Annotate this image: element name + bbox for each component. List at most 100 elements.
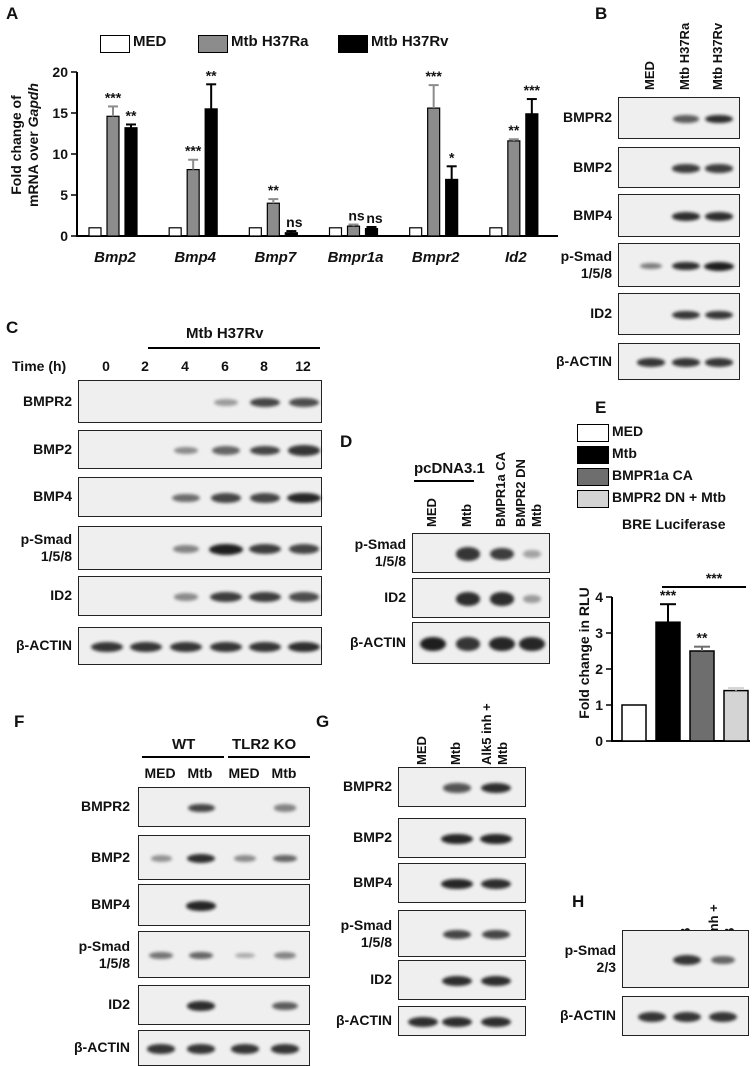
- panel-g-band-p-smad-1-5-8-lane-3: [481, 929, 511, 940]
- panel-g-blot-actin: [398, 1006, 526, 1036]
- panel-c-time-label: Time (h): [12, 358, 67, 374]
- panel-f-lane-label-3: MED: [228, 765, 260, 781]
- sig-label-id2-mtb-h37ra: **: [508, 122, 519, 138]
- panel-b-blot-id2: [618, 293, 740, 335]
- panel-b-blot-bmp2: [618, 147, 740, 188]
- panel-f-row-label-bmpr2: BMPR2: [80, 798, 130, 814]
- panel-g-row-label-bmp2: BMP2: [353, 829, 392, 845]
- panel-e-y-tick-label: 2: [595, 661, 603, 677]
- panel-h-blot-p-smad-2-3: [622, 930, 749, 988]
- panel-c-band-p-smad-1-5-8-lane-6: [288, 544, 320, 554]
- panel-c-band-bmp4-lane-3: [172, 493, 200, 503]
- panel-c-band-id2-lane-5: [249, 591, 281, 602]
- bar-id2-med: [489, 227, 503, 237]
- panel-b-band-actin-lane-2: [671, 358, 701, 367]
- panel-c-row-label-id2: ID2: [50, 587, 72, 603]
- panel-f-band-actin-lane-4: [270, 1044, 300, 1054]
- x-tick-label-bmp2: Bmp2: [94, 249, 136, 266]
- panel-c-time-12: 12: [295, 358, 311, 374]
- sig-label-bmpr1a-mtb-h37ra: ns: [348, 208, 365, 224]
- panel-f-row-label-bmp2: BMP2: [91, 848, 130, 865]
- panel-d-lane-label-mtb: Mtb: [459, 503, 474, 527]
- panel-g-band-bmp2-lane-3: [480, 833, 512, 845]
- panel-c-band-bmpr2-lane-4: [214, 398, 238, 406]
- legend-swatch-mtb-h37rv: [338, 35, 368, 53]
- panel-b-row-label-bmp2: BMP2: [573, 158, 612, 175]
- panel-g-band-id2-lane-3: [480, 975, 512, 987]
- panel-e-bar-bmpr2-dn-mtb: [723, 689, 749, 742]
- panel-label-e: E: [595, 398, 607, 417]
- panel-f-band-p-smad-1-5-8-lane-2: [188, 951, 214, 960]
- panel-f-lane-label-4: Mtb: [271, 765, 297, 781]
- panel-c-band-bmpr2-lane-6: [289, 397, 319, 408]
- panel-f-blot-p-smad-1-5-8: [138, 931, 310, 978]
- panel-d-band-actin-lane-3: [489, 637, 515, 651]
- panel-g-blot-bmp2: [398, 818, 526, 858]
- panel-e-legend-swatch-bmpr1a-ca: [577, 468, 609, 486]
- panel-b-lane-label-med: MED: [642, 61, 657, 90]
- panel-c-band-bmp2-lane-5: [249, 445, 281, 456]
- panel-h-row-label-actin: β-ACTIN: [560, 1007, 616, 1023]
- panel-e-y-tick-label: 3: [595, 625, 603, 641]
- panel-e-bar-mtb: [655, 621, 681, 742]
- panel-c-band-id2-lane-6: [289, 592, 319, 602]
- panel-d-band-p-smad-1-5-8-lane-3: [490, 547, 514, 561]
- legend-swatch-med: [100, 35, 130, 53]
- bar-bmpr2-mtb-h37rv: [445, 178, 459, 237]
- x-tick-label-bmpr2: Bmpr2: [412, 249, 460, 266]
- panel-f-lane-label-2: Mtb: [187, 765, 213, 781]
- panel-c-band-bmp4-lane-6: [287, 492, 321, 504]
- sig-label-bmpr2-mtb-h37rv: *: [449, 149, 455, 165]
- panel-h-blot-actin: [622, 996, 749, 1036]
- panel-c-row-label-bmpr2: BMPR2: [22, 392, 72, 409]
- panel-b-row-label-actin: β-ACTIN: [556, 352, 612, 369]
- panel-f-row-label-actin: β-ACTIN: [74, 1039, 130, 1055]
- panel-f-band-bmpr2-lane-2: [187, 803, 215, 813]
- panel-a-y-tick-label: 10: [52, 146, 68, 162]
- bar-bmp2-mtb-h37rv: [124, 127, 138, 237]
- panel-d-row-label-p-smad-1-5-8: p-Smad 1/5/8: [354, 536, 406, 569]
- panel-c-band-actin-lane-6: [287, 641, 321, 653]
- panel-d-band-id2-lane-3: [489, 592, 515, 606]
- panel-c-time-6: 6: [221, 358, 229, 374]
- panel-b-lane-label-mtb-h37rv: Mtb H37Rv: [710, 22, 725, 90]
- panel-c-time-4: 4: [181, 358, 189, 374]
- panel-c-band-id2-lane-3: [173, 593, 199, 601]
- panel-b-row-label-bmpr2: BMPR2: [562, 109, 612, 125]
- panel-g-lane-label-mtb: Mtb: [448, 741, 463, 765]
- panel-f-band-bmp4-lane-2: [186, 901, 216, 911]
- panel-g-row-label-p-smad-1-5-8: p-Smad 1/5/8: [340, 916, 392, 950]
- panel-g-band-actin-lane-3: [480, 1016, 512, 1028]
- panel-h-band-p-smad-2-3-lane-3: [710, 955, 736, 965]
- panel-c-band-actin-lane-1: [91, 641, 123, 653]
- panel-e-legend-label-bmpr1a-ca: BMPR1a CA: [612, 467, 693, 483]
- panel-c-band-id2-lane-4: [210, 591, 242, 602]
- panel-a-y-tick-label: 20: [52, 64, 68, 80]
- panel-g-lane-label-med: MED: [414, 736, 429, 765]
- panel-f-blot-bmpr2: [138, 787, 310, 827]
- panel-b-blot-bmpr2: [618, 97, 740, 139]
- panel-d-lane-label-bmpr2-dn-mtb: BMPR2 DN Mtb: [513, 459, 544, 527]
- panel-g-row-label-bmp4: BMP4: [353, 874, 392, 890]
- panel-g-lane-label-alk5-inh-mtb: Alk5 inh + Mtb: [479, 703, 510, 765]
- sig-label-bmp2-mtb-h37rv: **: [126, 107, 137, 123]
- panel-c-band-bmpr2-lane-5: [249, 397, 281, 408]
- panel-b-row-label-p-smad-1-5-8: p-Smad 1/5/8: [560, 248, 612, 281]
- bar-bmpr1a-mtb-h37ra: [346, 225, 361, 237]
- panel-h-band-actin-lane-1: [637, 1011, 667, 1023]
- panel-label-g: G: [316, 712, 330, 731]
- bar-id2-mtb-h37ra: [507, 140, 521, 237]
- panel-c-blot-bmp2: [78, 430, 322, 469]
- panel-c-band-bmp2-lane-4: [212, 446, 240, 455]
- panel-f-band-bmp2-lane-1: [150, 855, 172, 862]
- panel-e-title: BRE Luciferase: [622, 516, 726, 532]
- panel-b-band-bmp4-lane-2: [671, 212, 701, 221]
- panel-f-band-actin-lane-1: [146, 1044, 176, 1054]
- panel-e-sig-bmpr1a-ca: **: [697, 630, 708, 646]
- panel-b-band-p-smad-1-5-8-lane-3: [704, 261, 734, 271]
- panel-d-group: pcDNA3.1: [414, 460, 485, 477]
- panel-g-row-label-bmpr2: BMPR2: [342, 778, 392, 794]
- panel-f-band-bmp2-lane-2: [186, 853, 216, 864]
